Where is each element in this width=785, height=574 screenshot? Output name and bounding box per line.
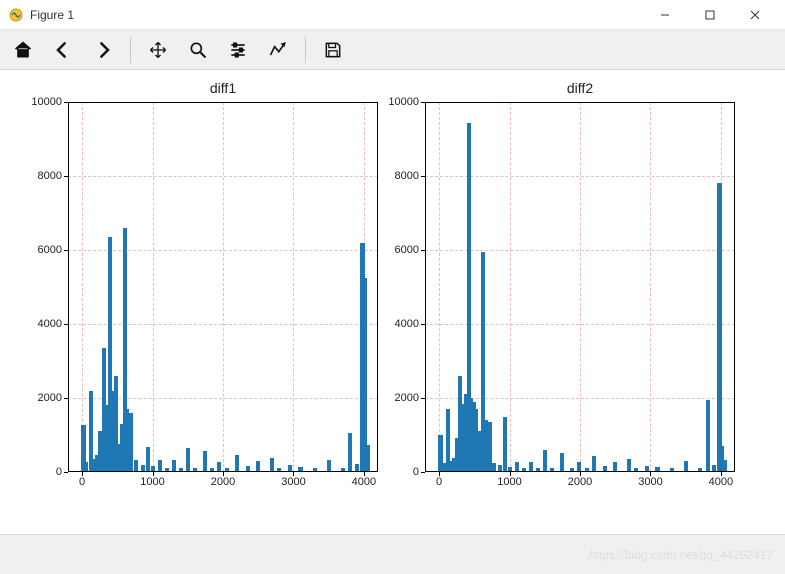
home-button[interactable] xyxy=(4,33,42,67)
subplot-title: diff1 xyxy=(210,80,236,96)
subplot-title: diff2 xyxy=(567,80,593,96)
xtick-label: 0 xyxy=(436,472,442,488)
ytick-label: 0 xyxy=(413,466,425,478)
ytick-label: 4000 xyxy=(38,318,68,330)
xtick-label: 4000 xyxy=(352,472,376,488)
ytick-label: 2000 xyxy=(395,392,425,404)
xtick-label: 2000 xyxy=(568,472,592,488)
xtick-label: 3000 xyxy=(281,472,305,488)
ytick-label: 10000 xyxy=(388,96,425,108)
subplot-0: 020004000600080001000001000200030004000d… xyxy=(68,102,378,472)
subplot-1: 020004000600080001000001000200030004000d… xyxy=(425,102,735,472)
toolbar-separator xyxy=(130,37,131,63)
forward-button[interactable] xyxy=(84,33,122,67)
back-button[interactable] xyxy=(44,33,82,67)
ytick-label: 2000 xyxy=(38,392,68,404)
maximize-button[interactable] xyxy=(687,0,732,29)
ytick-label: 6000 xyxy=(395,244,425,256)
toolbar-separator xyxy=(305,37,306,63)
xtick-label: 2000 xyxy=(211,472,235,488)
save-button[interactable] xyxy=(314,33,352,67)
toolbar xyxy=(0,30,785,70)
axes-frame xyxy=(425,102,735,472)
xtick-label: 1000 xyxy=(497,472,521,488)
minimize-button[interactable] xyxy=(642,0,687,29)
xtick-label: 3000 xyxy=(638,472,662,488)
window-title: Figure 1 xyxy=(30,8,74,22)
titlebar: Figure 1 xyxy=(0,0,785,30)
pan-button[interactable] xyxy=(139,33,177,67)
ytick-label: 4000 xyxy=(395,318,425,330)
xtick-label: 4000 xyxy=(709,472,733,488)
ytick-label: 6000 xyxy=(38,244,68,256)
axes-frame xyxy=(68,102,378,472)
zoom-button[interactable] xyxy=(179,33,217,67)
app-icon xyxy=(8,7,24,23)
ytick-label: 10000 xyxy=(31,96,68,108)
statusbar: https://blog.csdn.net/qq_44262417 xyxy=(0,534,785,574)
close-button[interactable] xyxy=(732,0,777,29)
watermark-text: https://blog.csdn.net/qq_44262417 xyxy=(589,548,773,562)
edit-axis-button[interactable] xyxy=(259,33,297,67)
xtick-label: 1000 xyxy=(140,472,164,488)
configure-button[interactable] xyxy=(219,33,257,67)
ytick-label: 8000 xyxy=(38,170,68,182)
ytick-label: 0 xyxy=(56,466,68,478)
plot-canvas[interactable]: 020004000600080001000001000200030004000d… xyxy=(0,70,785,534)
xtick-label: 0 xyxy=(79,472,85,488)
ytick-label: 8000 xyxy=(395,170,425,182)
